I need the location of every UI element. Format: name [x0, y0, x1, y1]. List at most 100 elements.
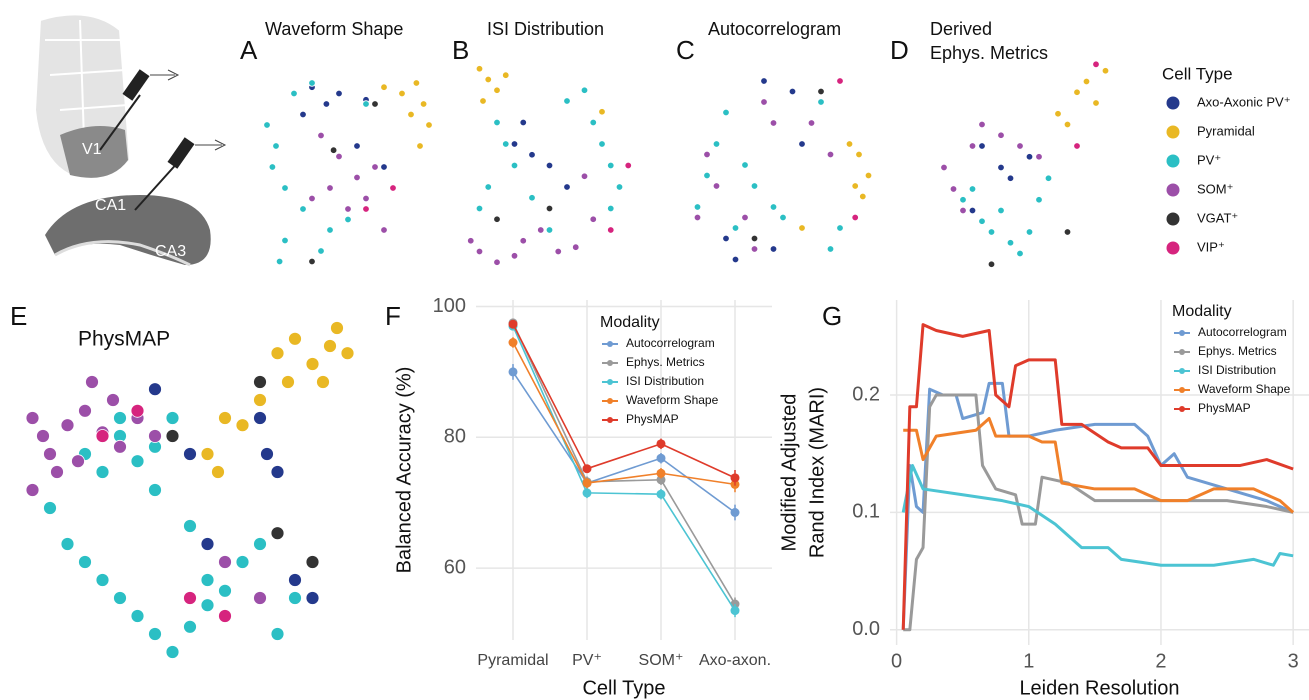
- point: [798, 224, 806, 232]
- point: [475, 247, 484, 256]
- point: [656, 439, 666, 449]
- point: [200, 598, 215, 613]
- legend-label: ISI Distribution: [626, 374, 704, 388]
- legend-label: VIP⁺: [1197, 239, 1225, 254]
- legend-swatch: [607, 360, 613, 366]
- legend-label: Ephys. Metrics: [626, 355, 705, 369]
- point: [730, 606, 740, 616]
- legend-swatch: [1166, 241, 1180, 255]
- point: [43, 501, 57, 515]
- point: [493, 86, 501, 94]
- point: [475, 65, 484, 73]
- point: [826, 150, 835, 159]
- point: [412, 79, 421, 87]
- x-tick-label: Pyramidal: [477, 652, 548, 669]
- point: [113, 439, 127, 454]
- point: [987, 228, 996, 236]
- y-tick-label: 0.2: [852, 383, 880, 405]
- series-line: [512, 322, 736, 605]
- point: [519, 237, 527, 245]
- point: [851, 182, 859, 190]
- region-label: V1: [82, 141, 102, 158]
- point: [598, 140, 606, 148]
- point: [1025, 228, 1034, 236]
- x-tick-label: PV⁺: [572, 652, 602, 669]
- point: [731, 255, 740, 264]
- point: [607, 161, 615, 170]
- point: [308, 194, 316, 203]
- point: [183, 619, 197, 634]
- point: [528, 194, 536, 202]
- y-axis-label: Modified Adjusted: [778, 394, 800, 552]
- point: [693, 203, 702, 211]
- point: [537, 226, 545, 234]
- point: [693, 213, 702, 222]
- point: [493, 215, 501, 223]
- panel-letter: G: [822, 301, 842, 331]
- point: [479, 97, 487, 105]
- y-axis-label: Balanced Accuracy (%): [393, 367, 415, 574]
- legend-swatch: [1166, 96, 1180, 110]
- point: [1073, 88, 1081, 96]
- point: [218, 609, 232, 623]
- point: [959, 206, 967, 215]
- point: [580, 172, 589, 180]
- point: [253, 411, 267, 425]
- legend-title: Modality: [600, 314, 660, 331]
- legend-swatch: [607, 379, 613, 385]
- x-tick-label: Axo-axon.: [699, 652, 771, 669]
- point: [344, 215, 352, 224]
- point: [95, 573, 110, 587]
- point: [371, 163, 379, 171]
- point: [316, 375, 330, 389]
- point: [731, 224, 740, 232]
- point: [978, 217, 986, 225]
- point: [722, 108, 730, 117]
- point: [389, 184, 397, 192]
- point: [95, 429, 110, 443]
- point: [25, 483, 40, 497]
- point: [281, 375, 295, 389]
- point: [563, 97, 571, 105]
- point: [741, 213, 749, 222]
- point: [218, 411, 232, 425]
- point: [371, 100, 379, 108]
- point: [380, 83, 388, 91]
- legend-swatch: [1166, 183, 1180, 197]
- point: [335, 89, 343, 98]
- point: [968, 206, 977, 215]
- point: [859, 192, 867, 201]
- point: [493, 118, 501, 127]
- point: [1016, 249, 1024, 258]
- point: [845, 140, 854, 148]
- point: [380, 163, 388, 171]
- point: [130, 454, 145, 469]
- point: [656, 489, 666, 499]
- point: [60, 418, 75, 433]
- point: [1035, 196, 1043, 204]
- point: [299, 110, 307, 119]
- point: [326, 226, 334, 234]
- point: [475, 204, 484, 213]
- point: [326, 184, 334, 192]
- point: [260, 447, 274, 461]
- hippocampus: [45, 195, 211, 265]
- point: [362, 194, 370, 203]
- point: [130, 609, 145, 623]
- legend-label: Waveform Shape: [1198, 382, 1291, 396]
- point: [416, 142, 424, 150]
- legend-swatch: [1166, 125, 1180, 139]
- point: [940, 163, 948, 172]
- point: [335, 152, 343, 161]
- point: [1101, 67, 1110, 75]
- point: [769, 203, 778, 211]
- hippocampus-edge: [54, 240, 191, 267]
- point: [106, 393, 120, 407]
- point: [183, 519, 197, 533]
- signal-arrow: [195, 139, 227, 151]
- point: [281, 236, 289, 245]
- probe-head: [167, 137, 195, 169]
- legend-swatch: [1179, 349, 1185, 355]
- point: [484, 75, 492, 84]
